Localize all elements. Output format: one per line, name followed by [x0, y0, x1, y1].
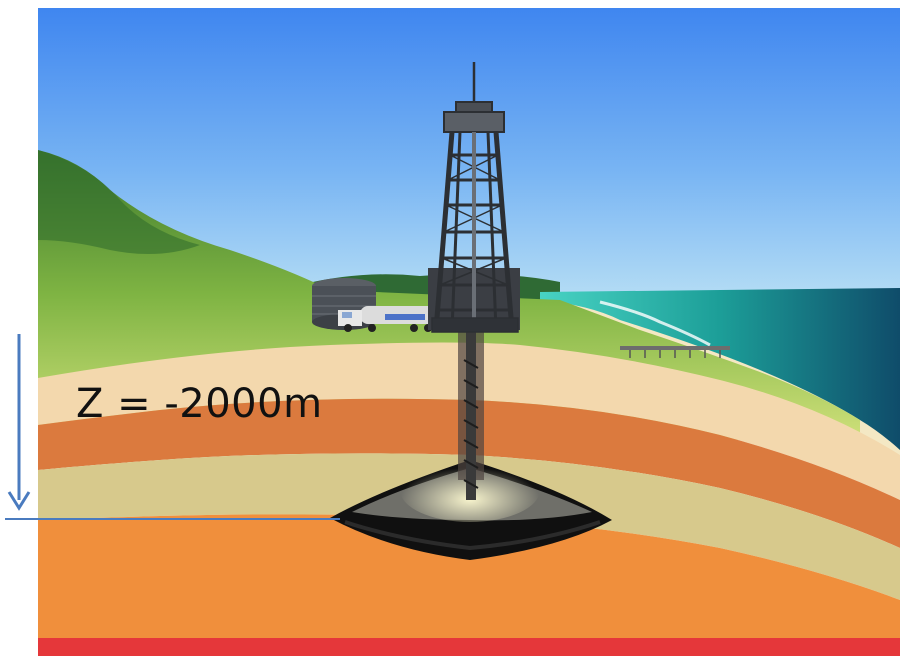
depth-arrow	[7, 334, 31, 511]
layer-deep-rock	[38, 514, 900, 640]
ocean	[540, 288, 900, 460]
depth-label: Z = -2000m	[76, 381, 323, 427]
tanker-truck	[338, 306, 438, 332]
layer-sand	[38, 453, 900, 600]
layer-clay	[38, 398, 900, 548]
layer-topsoil	[38, 342, 900, 500]
pier	[620, 346, 730, 358]
oil-derrick	[431, 62, 519, 333]
borehole	[458, 330, 484, 500]
layer-bottom-band	[38, 638, 900, 656]
